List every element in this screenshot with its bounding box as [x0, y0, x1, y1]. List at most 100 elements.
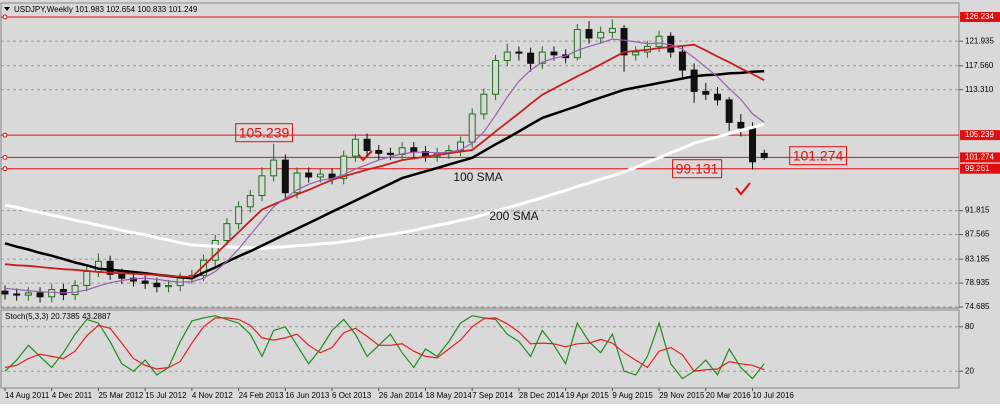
level-label: 126.234 [965, 12, 994, 21]
x-tick-label: 4 Dec 2011 [52, 391, 93, 400]
level-label-box [960, 163, 1000, 174]
annotation: 105.239 [239, 125, 290, 141]
annotation-box [235, 123, 294, 143]
y-tick-label: 74.685 [965, 302, 990, 311]
x-tick-label: 20 Mar 2016 [706, 391, 751, 400]
check-mark [735, 182, 751, 196]
stoch-frame [0, 309, 960, 389]
annotation-box [672, 159, 723, 179]
stoch-line [4, 315, 765, 380]
candle-body [165, 285, 173, 288]
candle-body [573, 29, 581, 59]
candle-body [480, 93, 488, 115]
menu-triangle[interactable] [4, 7, 10, 11]
candle-body [632, 51, 640, 56]
annotation-box [789, 146, 848, 166]
candle-body [281, 159, 289, 194]
candle-body [153, 282, 161, 288]
level-label-box [960, 130, 1000, 141]
candle-body [749, 127, 757, 163]
candle-body [246, 195, 254, 208]
x-tick-label: 4 Nov 2012 [192, 391, 233, 400]
candle-body [620, 27, 628, 56]
moving-average [4, 122, 765, 250]
candle-body [550, 51, 558, 56]
candle-body [118, 273, 126, 279]
moving-average [4, 69, 765, 280]
candle-body [678, 51, 686, 71]
x-tick-label: 19 Apr 2015 [566, 391, 610, 400]
candle-body [83, 270, 91, 287]
x-tick-label: 7 Sep 2014 [472, 391, 513, 400]
candle-body [258, 175, 266, 197]
candle-body [655, 35, 663, 47]
moving-average [4, 43, 765, 279]
stoch-title: Stoch(5,3,3) 20.7385 43.2887 [5, 312, 111, 321]
annotation: 200 SMA [489, 209, 538, 223]
y-tick-label: 117.560 [965, 61, 994, 70]
y-tick-label: 20 [965, 366, 974, 375]
candle-body [235, 206, 243, 225]
y-tick-label: 83.185 [965, 254, 990, 263]
candle-body [538, 51, 546, 64]
candle-body [211, 240, 219, 261]
candle-body [597, 31, 605, 39]
candle-body [515, 51, 523, 54]
level-label-box [960, 11, 1000, 22]
x-tick-label: 29 Nov 2015 [659, 391, 705, 400]
main-frame [0, 2, 960, 309]
y-tick-label: 113.310 [965, 85, 994, 94]
annotation: 99.131 [676, 161, 719, 177]
candle-body [36, 292, 44, 298]
level-handle [2, 166, 8, 172]
candle-body [223, 223, 231, 242]
candle-body [270, 159, 278, 177]
x-tick-label: 25 Mar 2012 [98, 391, 143, 400]
level-label: 105.239 [965, 130, 994, 139]
candle-body [725, 99, 733, 123]
x-tick-label: 6 Oct 2013 [332, 391, 372, 400]
y-tick-label: 87.565 [965, 230, 990, 239]
candle-body [24, 292, 32, 296]
level-label-box [960, 152, 1000, 163]
candle-body [410, 147, 418, 153]
candle-body [351, 138, 359, 157]
candle-body [713, 93, 721, 101]
candle-body [316, 173, 324, 178]
x-tick-label: 18 May 2014 [425, 391, 472, 400]
candle-body [59, 288, 67, 296]
x-tick-label: 9 Aug 2015 [612, 391, 653, 400]
x-tick-label: 24 Feb 2013 [239, 391, 284, 400]
x-tick-label: 16 Jun 2013 [285, 391, 330, 400]
candle-body [760, 152, 768, 159]
x-tick-label: 26 Jan 2014 [379, 391, 424, 400]
level-handle [2, 132, 8, 138]
y-tick-label: 121.935 [965, 36, 994, 45]
level-handle [2, 14, 8, 20]
candle-body [492, 59, 500, 95]
candle-body [141, 280, 149, 284]
candle-body [737, 121, 745, 129]
x-tick-label: 15 Jul 2012 [145, 391, 187, 400]
y-tick-label: 91.815 [965, 206, 990, 215]
candle-body [503, 51, 511, 61]
annotation: 100 SMA [453, 170, 502, 184]
x-tick-label: 10 Jul 2016 [753, 391, 795, 400]
candle-body [375, 150, 383, 154]
candle-body [1, 290, 9, 295]
candle-body [71, 285, 79, 296]
candle-body [48, 288, 56, 298]
candle-body [363, 138, 371, 152]
level-label: 99.261 [965, 164, 990, 173]
annotation: 101.274 [793, 148, 844, 164]
candle-body [106, 260, 114, 275]
candle-body [690, 69, 698, 92]
candle-body [340, 155, 348, 180]
x-tick-label: 14 Aug 2011 [5, 391, 50, 400]
candle-body [702, 90, 710, 95]
candle-body [386, 152, 394, 155]
candle-body [293, 172, 301, 194]
level-label: 101.274 [965, 153, 994, 162]
candle-body [608, 27, 616, 33]
